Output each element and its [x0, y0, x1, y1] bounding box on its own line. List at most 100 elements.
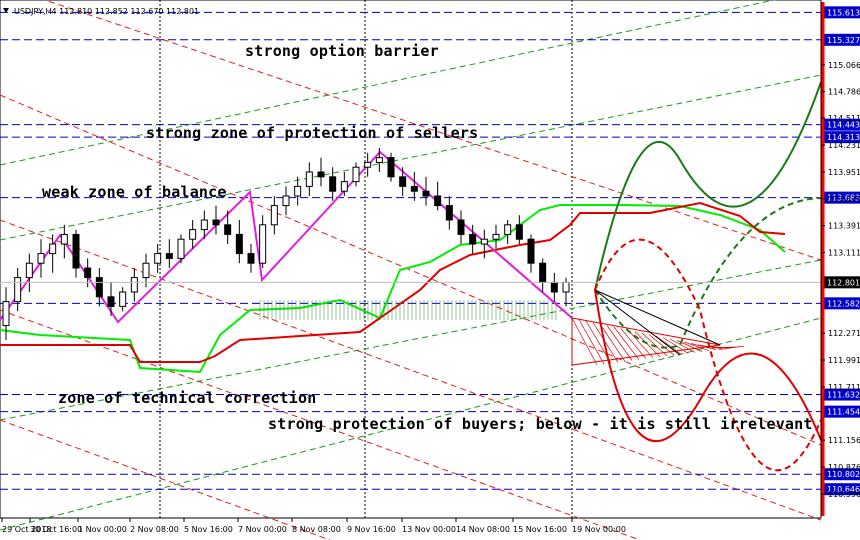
candlesticks	[2, 148, 570, 341]
level-tag-5	[824, 297, 860, 310]
candle-body	[2, 301, 10, 327]
x-tick-label: 7 Nov 00:00	[238, 525, 287, 534]
level-tag-9	[824, 483, 860, 496]
forecast-hatch	[578, 319, 605, 365]
level-label-7: 111.454	[827, 408, 860, 417]
annotation-sellers-zone: strong zone of protection of sellers	[146, 124, 478, 142]
candle-body	[154, 253, 162, 264]
level-tag-1	[824, 33, 860, 46]
y-tick-label: 113.951	[828, 168, 860, 177]
y-tick-label: 114.511	[828, 114, 860, 123]
x-tick-label: 14 Nov 08:00	[456, 525, 510, 534]
candle-body	[469, 233, 477, 245]
candle-body	[504, 224, 512, 235]
annotation-balance-zone: weak zone of balance	[42, 183, 227, 201]
forecast-hatch	[655, 335, 682, 355]
candle-body	[189, 229, 197, 240]
candle-body	[200, 219, 208, 231]
red-channel-4	[43, 0, 822, 261]
y-axis-ticks: 115.066 114.786 114.511 114.231 113.951 113.6…	[821, 61, 860, 499]
annotation-option-barrier: strong option barrier	[245, 42, 439, 60]
x-tick-label: 5 Nov 16:00	[184, 525, 233, 534]
forecast-black-bottom	[594, 289, 681, 356]
candle-body	[107, 296, 115, 307]
candle-body	[282, 195, 290, 207]
candle-body	[25, 262, 33, 279]
annotation-correction-zone: zone of technical correction	[58, 389, 316, 407]
level-label-1: 115.327	[827, 36, 860, 45]
candle-body	[515, 224, 523, 240]
candle-body	[457, 219, 465, 235]
candle-body	[539, 262, 547, 283]
candle-body	[224, 224, 232, 235]
x-tick-label: 29 Oct 2018	[2, 525, 51, 534]
forecast-red-solid	[594, 289, 822, 443]
forecast-green-solid	[594, 81, 822, 291]
level-tag-2	[824, 118, 860, 131]
candle-body	[119, 291, 127, 307]
x-tick-label: 19 Nov 00:00	[572, 525, 626, 534]
candle-body	[352, 166, 360, 183]
red-channel-1	[0, 219, 822, 521]
current-price-tag	[824, 276, 860, 289]
candle-body	[329, 176, 337, 192]
candle-body	[212, 219, 220, 226]
zigzag-line	[0, 150, 573, 324]
candle-body	[317, 171, 325, 178]
forecast-red-dashed	[594, 238, 822, 472]
candle-body	[387, 157, 395, 178]
x-tick-label: 2 Nov 08:00	[130, 525, 179, 534]
candle-body	[445, 205, 453, 221]
forecast-paths: 112.801	[0, 81, 860, 472]
forecast-hatch	[613, 326, 640, 360]
forecast-hatch	[634, 331, 661, 358]
level-tag-3	[824, 131, 860, 144]
candle-body	[305, 171, 313, 187]
candle-body	[14, 277, 22, 303]
red-channel-3	[0, 419, 331, 540]
candle-body	[259, 224, 267, 264]
y-tick-label: 113.671	[828, 195, 860, 204]
candle-body	[550, 281, 558, 293]
red-channel-0	[0, 94, 822, 446]
candle-body	[294, 185, 302, 197]
forecast-hatch	[683, 341, 710, 351]
chart-title: USDJPY,H4 112.810 112.852 112.670 112.80…	[14, 7, 199, 16]
y-tick-label: 111.711	[828, 383, 860, 392]
level-tag-8	[824, 468, 860, 481]
forecast-hatch	[606, 325, 633, 361]
y-tick-label: 110.876	[828, 463, 860, 472]
candle-body	[375, 157, 383, 163]
level-tag-6	[824, 388, 860, 401]
forecast-hatch	[620, 328, 647, 359]
level-tag-7	[824, 405, 860, 418]
level-label-6: 111.632	[827, 391, 860, 400]
x-tick-label: 9 Nov 16:00	[347, 525, 396, 534]
candle-body	[340, 181, 348, 192]
senkou-span-a	[0, 204, 786, 374]
forecast-hatch	[592, 322, 619, 363]
y-tick-label: 114.231	[828, 141, 860, 150]
x-tick-label: 1 Nov 00:00	[78, 525, 127, 534]
forecast-triangle	[571, 317, 721, 366]
y-tick-label: 110.596	[828, 490, 860, 499]
y-tick-label: 113.111	[828, 249, 860, 258]
triangle-down-icon[interactable]	[3, 8, 9, 13]
candle-body	[165, 253, 173, 259]
x-tick-label: 8 Nov 08:00	[292, 525, 341, 534]
candle-body	[422, 190, 430, 197]
candle-body	[130, 277, 138, 293]
candle-body	[562, 281, 570, 293]
level-tag-4	[824, 191, 860, 204]
candle-body	[480, 238, 488, 245]
zigzag-polyline	[0, 150, 573, 324]
x-tick-label: 13 Nov 00:00	[402, 525, 456, 534]
green-channel-3	[0, 317, 822, 531]
level-label-8: 110.802	[827, 470, 860, 479]
candle-body	[84, 267, 92, 279]
annotation-buyers-zone: strong protection of buyers; below - it …	[268, 415, 813, 433]
candle-body	[410, 185, 418, 192]
candle-body	[142, 262, 150, 279]
level-label-4: 113.683	[827, 194, 860, 203]
